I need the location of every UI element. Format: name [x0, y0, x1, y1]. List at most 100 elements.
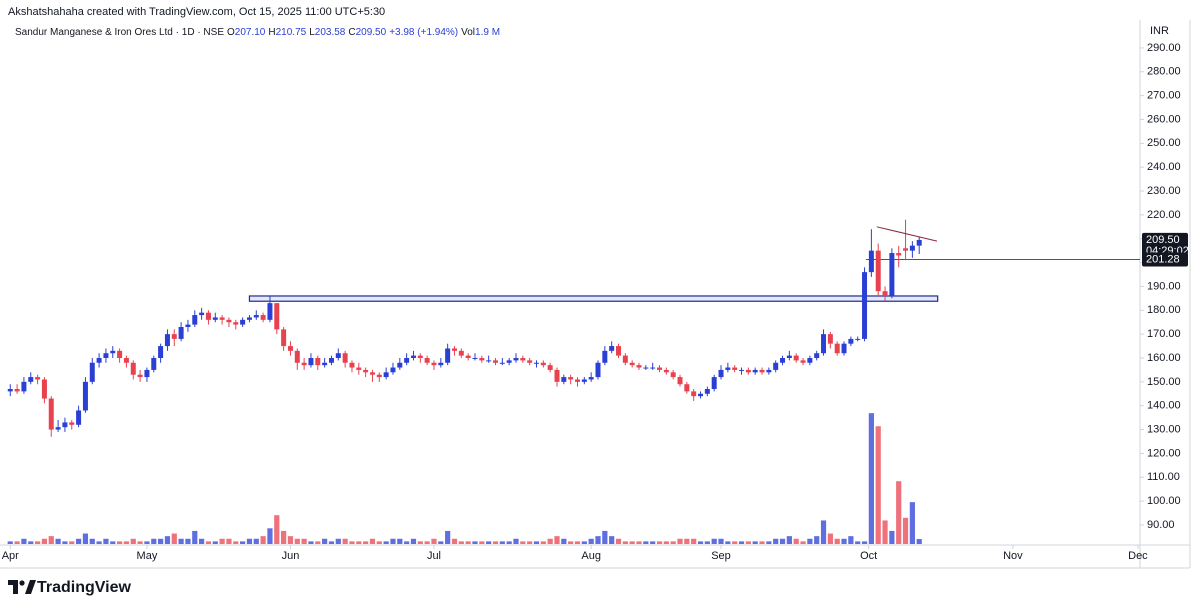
- candle-body: [212, 317, 218, 320]
- volume-bar: [410, 538, 417, 544]
- volume-bar: [861, 541, 868, 544]
- candle-body: [356, 367, 362, 370]
- y-tick-label: 290.00: [1147, 42, 1181, 54]
- volume-bar: [492, 541, 499, 544]
- volume-bar: [123, 541, 130, 544]
- candle-body: [219, 317, 225, 320]
- volume-bar: [479, 541, 485, 544]
- candle-body: [267, 303, 273, 320]
- volume-bar: [103, 538, 109, 544]
- volume-bar: [226, 538, 232, 544]
- volume-bar: [533, 541, 540, 544]
- candle-body: [575, 379, 580, 382]
- x-tick-label: Apr: [2, 550, 19, 562]
- volume-bar: [711, 538, 717, 544]
- volume-bar: [670, 541, 676, 544]
- volume-bar: [704, 541, 710, 544]
- volume-bar: [848, 536, 854, 544]
- candle-body: [226, 319, 232, 323]
- ohlc-value: 207.10: [235, 27, 266, 38]
- candle-body: [616, 346, 622, 356]
- volume-bar: [89, 538, 95, 544]
- y-tick-label: 280.00: [1147, 66, 1181, 78]
- candle-body: [663, 369, 669, 373]
- candle-body: [718, 369, 724, 378]
- candle-body: [609, 346, 615, 351]
- volume-bar: [260, 536, 266, 544]
- candle-body: [28, 377, 34, 382]
- volume-bar: [390, 538, 396, 544]
- x-tick-label: Jun: [282, 550, 300, 562]
- candle-body: [410, 355, 416, 358]
- hline-tag: [1142, 252, 1188, 267]
- candle-body: [821, 334, 827, 354]
- volume-bar: [902, 517, 909, 544]
- volume-bar: [643, 541, 649, 544]
- volume-bar: [158, 538, 164, 544]
- candle-body: [465, 355, 471, 358]
- ohlc-key: C: [348, 27, 355, 38]
- volume-bar: [205, 541, 212, 544]
- volume-bar: [431, 538, 437, 544]
- volume-bar: [28, 541, 34, 544]
- volume-bar: [834, 538, 840, 544]
- volume-bar: [554, 536, 560, 544]
- volume-bar: [909, 502, 915, 544]
- change: +3.98 (+1.94%): [389, 27, 458, 38]
- volume-bar: [14, 541, 20, 544]
- candle-body: [540, 362, 546, 366]
- candle-body: [786, 355, 792, 358]
- y-tick-label: 180.00: [1147, 304, 1181, 316]
- volume-bar: [451, 538, 458, 544]
- candle-body: [561, 377, 567, 382]
- candle-body: [800, 360, 806, 363]
- candle-body: [48, 398, 54, 430]
- candle-body: [458, 350, 464, 356]
- volume-bar: [376, 541, 382, 544]
- candle-body: [643, 367, 649, 369]
- volume-bar: [547, 538, 553, 544]
- candle-body: [691, 391, 697, 397]
- candle-body: [745, 369, 751, 373]
- volume-bar: [144, 541, 150, 544]
- candle-body: [451, 348, 457, 351]
- volume-bar: [363, 541, 369, 544]
- volume-bar: [568, 541, 574, 544]
- candle-body: [363, 369, 369, 373]
- volume-bar: [465, 541, 471, 544]
- candle-body: [117, 350, 123, 358]
- volume-bar: [745, 541, 751, 544]
- volume-bar: [486, 541, 492, 544]
- volume-bar: [561, 538, 567, 544]
- candle-body: [492, 360, 498, 363]
- candle-body: [868, 250, 874, 273]
- vol-key: Vol: [461, 27, 475, 38]
- y-tick-label: 150.00: [1147, 376, 1181, 388]
- volume-bar: [199, 538, 205, 544]
- volume-bar: [328, 541, 335, 544]
- candle-body: [137, 374, 143, 378]
- x-tick-label: Dec: [1128, 550, 1148, 562]
- candle-body: [383, 372, 389, 378]
- volume-bar: [499, 541, 505, 544]
- volume-bar: [527, 541, 533, 544]
- candle-body: [752, 369, 758, 373]
- volume-bar: [369, 538, 376, 544]
- volume-bar: [233, 541, 239, 544]
- volume-bar: [875, 426, 881, 544]
- candle-body: [636, 365, 642, 368]
- ohlc-key: H: [268, 27, 275, 38]
- candle-body: [7, 389, 13, 392]
- volume-bar: [786, 536, 792, 544]
- candle-body: [903, 248, 909, 251]
- candle-body: [916, 239, 922, 246]
- volume-bar: [294, 538, 300, 544]
- volume-bar: [219, 538, 225, 544]
- volume-bar: [322, 538, 328, 544]
- candle-body: [438, 362, 444, 366]
- candle-body: [766, 369, 772, 373]
- volume-bar: [793, 538, 799, 544]
- candle-body: [253, 315, 259, 318]
- volume-bar: [855, 541, 861, 544]
